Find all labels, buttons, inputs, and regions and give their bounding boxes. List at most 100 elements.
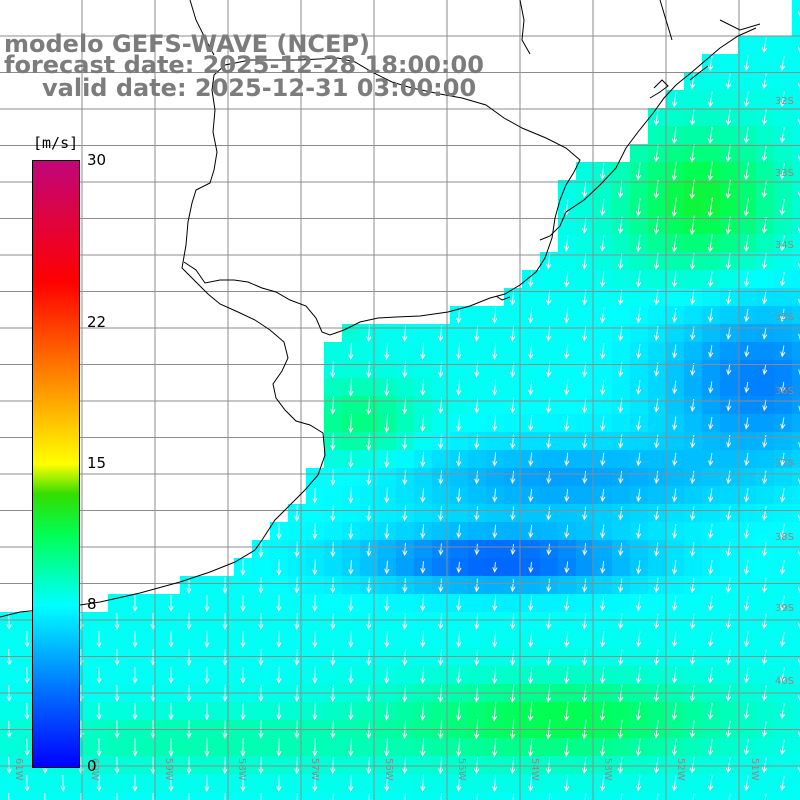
longitude-label: 55W bbox=[456, 758, 467, 781]
wind-arrow bbox=[456, 343, 462, 360]
wind-arrow bbox=[546, 506, 552, 521]
wind-speed-cell bbox=[720, 306, 739, 325]
wind-speed-cell bbox=[378, 360, 397, 379]
wind-speed-cell bbox=[594, 612, 613, 631]
wind-arrow bbox=[312, 487, 318, 504]
wind-arrow bbox=[438, 397, 444, 414]
wind-speed-cell bbox=[558, 252, 577, 271]
wind-arrow bbox=[779, 667, 786, 684]
wind-speed-cell bbox=[594, 504, 613, 523]
wind-arrow bbox=[743, 91, 750, 108]
wind-speed-cell bbox=[432, 738, 451, 757]
wind-arrow bbox=[492, 415, 498, 432]
coastline bbox=[0, 27, 757, 618]
wind-speed-cell bbox=[576, 774, 595, 793]
wind-speed-cell bbox=[144, 702, 163, 721]
wind-speed-cell bbox=[504, 306, 523, 325]
wind-arrow bbox=[168, 667, 174, 684]
wind-arrow bbox=[312, 595, 318, 612]
wind-speed-cell bbox=[738, 540, 757, 559]
wind-arrow bbox=[168, 631, 174, 648]
wind-speed-cell bbox=[648, 162, 667, 181]
wind-speed-cell bbox=[360, 450, 379, 469]
wind-arrow bbox=[582, 506, 588, 521]
wind-speed-cell bbox=[558, 432, 577, 451]
wind-arrow bbox=[618, 542, 624, 557]
wind-speed-cell bbox=[342, 756, 361, 775]
wind-speed-cell bbox=[504, 702, 523, 721]
wind-speed-cell bbox=[756, 558, 775, 577]
wind-arrow bbox=[96, 702, 102, 721]
wind-arrow bbox=[546, 361, 552, 378]
wind-speed-cell bbox=[720, 126, 739, 145]
wind-speed-cell bbox=[612, 702, 631, 721]
wind-arrow bbox=[348, 595, 354, 612]
wind-arrow bbox=[635, 667, 642, 684]
wind-speed-cell bbox=[756, 486, 775, 505]
wind-speed-cell bbox=[612, 198, 631, 217]
wind-arrow bbox=[564, 379, 570, 396]
wind-arrow bbox=[438, 578, 444, 593]
wind-arrow bbox=[617, 180, 624, 199]
wind-speed-cell bbox=[792, 468, 800, 487]
wind-arrow bbox=[348, 487, 354, 504]
wind-speed-cell bbox=[360, 342, 379, 361]
wind-speed-cell bbox=[684, 630, 703, 649]
wind-speed-cell bbox=[774, 324, 793, 343]
wind-speed-cell bbox=[558, 576, 577, 595]
wind-arrow bbox=[294, 613, 300, 630]
wind-speed-cell bbox=[666, 540, 685, 559]
wind-arrow bbox=[743, 775, 750, 792]
wind-arrow bbox=[779, 199, 785, 216]
wind-speed-cell bbox=[648, 666, 667, 685]
wind-speed-cell bbox=[486, 396, 505, 415]
wind-arrow bbox=[743, 127, 749, 144]
wind-speed-cell bbox=[378, 504, 397, 523]
wind-speed-cell bbox=[432, 414, 451, 433]
wind-speed-cell bbox=[432, 702, 451, 721]
wind-arrow bbox=[599, 235, 606, 252]
wind-speed-cell bbox=[792, 540, 800, 559]
wind-arrow bbox=[456, 488, 462, 503]
wind-speed-cell bbox=[594, 540, 613, 559]
wind-arrow bbox=[332, 793, 334, 800]
wind-speed-cell bbox=[234, 756, 253, 775]
wind-arrow bbox=[635, 234, 642, 253]
wind-arrow bbox=[762, 399, 768, 412]
wind-speed-cell bbox=[792, 36, 800, 55]
wind-arrow bbox=[600, 561, 606, 574]
wind-speed-cell bbox=[792, 18, 800, 37]
wind-speed-cell bbox=[720, 234, 739, 253]
wind-arrow bbox=[527, 738, 534, 757]
wind-arrow bbox=[600, 631, 606, 648]
wind-speed-cell bbox=[576, 306, 595, 325]
wind-arrow bbox=[599, 701, 605, 722]
wind-speed-cell bbox=[576, 162, 595, 181]
wind-speed-cell bbox=[270, 648, 289, 667]
wind-speed-cell bbox=[306, 756, 325, 775]
wind-speed-cell bbox=[738, 360, 757, 379]
wind-speed-cell bbox=[738, 792, 757, 800]
wind-arrow bbox=[564, 452, 570, 467]
wind-arrow bbox=[438, 613, 444, 630]
wind-speed-cell bbox=[450, 468, 469, 487]
wind-speed-cell bbox=[666, 252, 685, 271]
wind-speed-cell bbox=[360, 378, 379, 397]
wind-arrow bbox=[743, 198, 749, 217]
wind-arrow bbox=[456, 379, 462, 396]
wind-speed-cell bbox=[756, 630, 775, 649]
wind-speed-cell bbox=[414, 756, 433, 775]
wind-speed-cell bbox=[648, 774, 667, 793]
wind-arrow bbox=[510, 578, 516, 593]
wind-speed-cell bbox=[144, 630, 163, 649]
wind-arrow bbox=[708, 452, 714, 467]
wind-speed-cell bbox=[666, 432, 685, 451]
wind-speed-cell bbox=[792, 198, 800, 217]
wind-speed-cell bbox=[720, 378, 739, 397]
wind-arrow bbox=[600, 271, 606, 288]
longitude-label: 59W bbox=[163, 758, 174, 781]
wind-speed-cell bbox=[432, 450, 451, 469]
wind-speed-cell bbox=[594, 756, 613, 775]
wind-arrow bbox=[725, 73, 732, 90]
wind-arrow bbox=[492, 452, 498, 467]
